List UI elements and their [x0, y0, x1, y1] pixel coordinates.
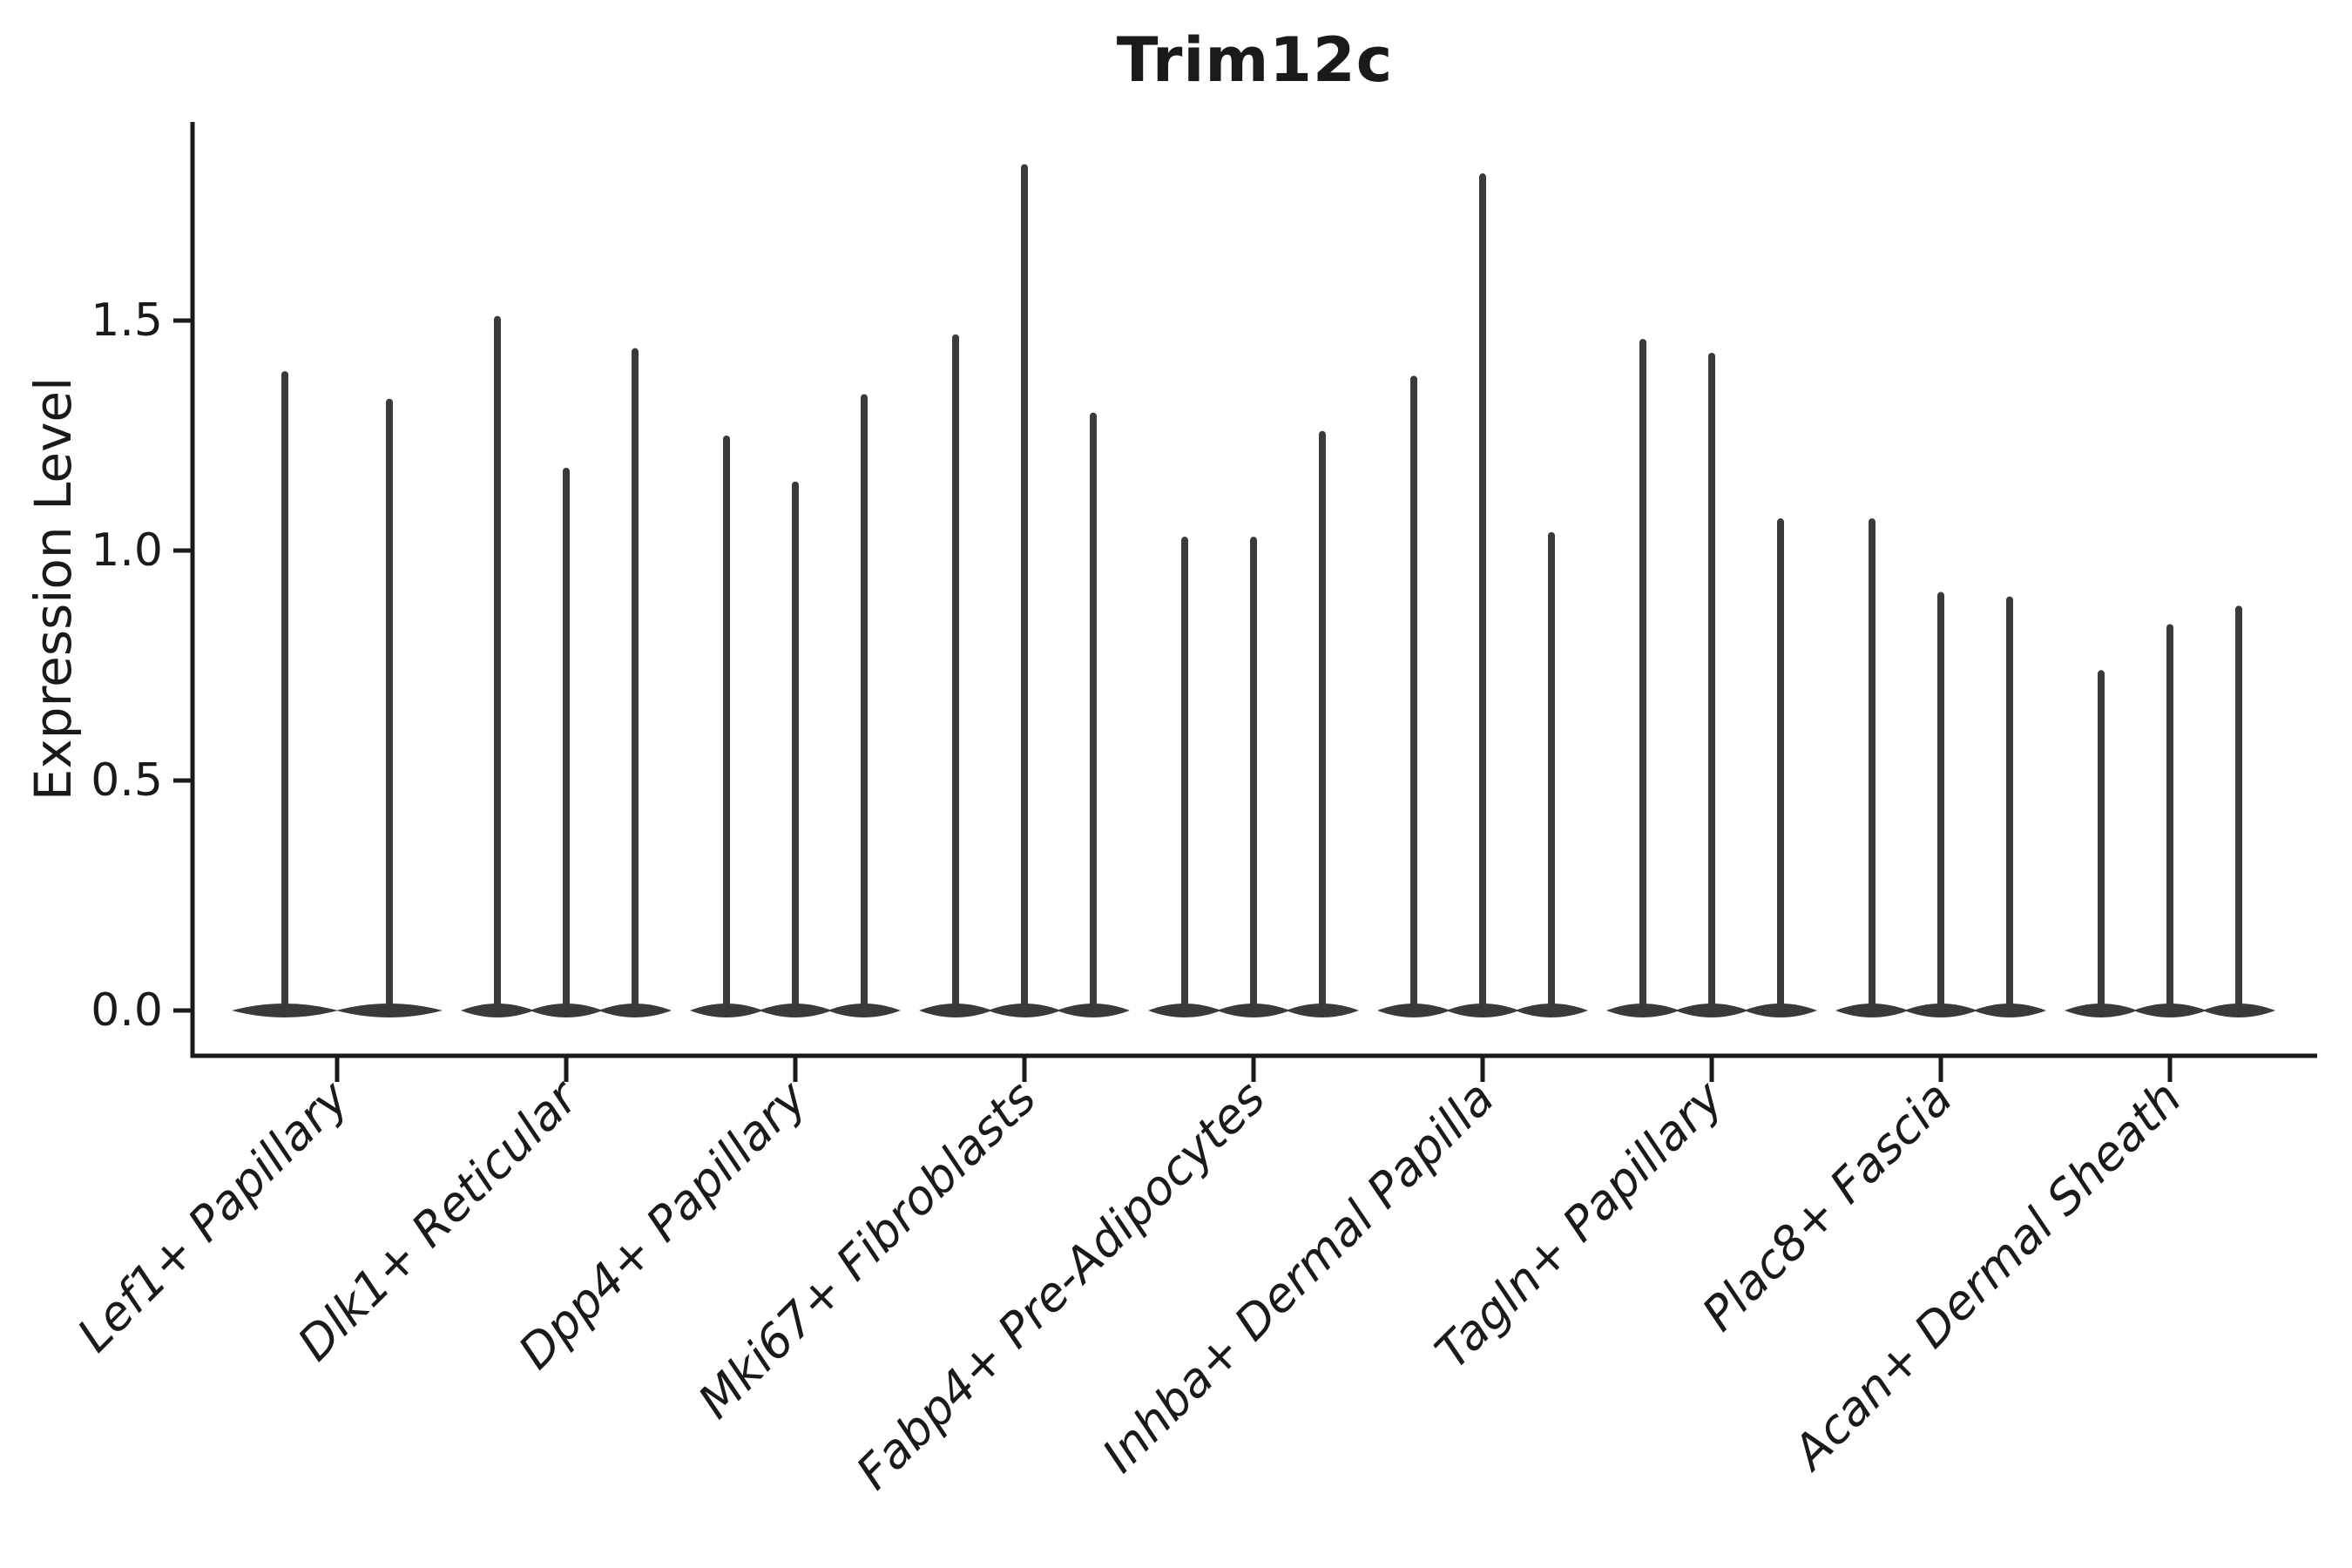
- violin-base: [2202, 1004, 2275, 1017]
- x-tick-label: Inhba+ Dermal Papilla: [1092, 1071, 1504, 1484]
- violin-base: [1973, 1004, 2046, 1017]
- violin-base: [1377, 1004, 1450, 1017]
- violin-base: [1446, 1004, 1519, 1017]
- violin-base: [1217, 1004, 1290, 1017]
- violin-base: [2065, 1004, 2138, 1017]
- violin-base: [232, 1004, 338, 1017]
- violin-base: [336, 1004, 443, 1017]
- violin-group-4: [919, 164, 1130, 1017]
- violin-base: [1904, 1004, 1977, 1017]
- violin-base: [1835, 1004, 1909, 1017]
- violin-group-5: [1148, 430, 1359, 1017]
- violin-group-1: [232, 371, 443, 1017]
- violin-base: [919, 1004, 992, 1017]
- y-tick-label: 1.5: [91, 294, 163, 347]
- violin-group-2: [461, 315, 672, 1017]
- violin-base: [1286, 1004, 1359, 1017]
- violin-base: [2133, 1004, 2207, 1017]
- violin-base: [1148, 1004, 1221, 1017]
- violin-base: [1744, 1004, 1817, 1017]
- violin-group-3: [690, 394, 901, 1017]
- violin-base: [1057, 1004, 1130, 1017]
- violin-base: [461, 1004, 534, 1017]
- violin-group-8: [1835, 518, 2046, 1017]
- x-tick-label: Acan+ Dermal Sheath: [1781, 1071, 2192, 1482]
- violin-base: [988, 1004, 1061, 1017]
- y-tick-label: 0.5: [91, 754, 163, 807]
- chart-title: Trim12c: [1116, 24, 1394, 96]
- y-tick-label: 1.0: [91, 524, 163, 577]
- y-tick-label: 0.0: [91, 984, 163, 1037]
- violin-base: [598, 1004, 672, 1017]
- violin-group-6: [1377, 173, 1588, 1017]
- violin-group-9: [2065, 605, 2275, 1017]
- violin-base: [530, 1004, 603, 1017]
- violin-base: [1675, 1004, 1748, 1017]
- violin-base: [1515, 1004, 1588, 1017]
- x-tick-label: Fabp4+ Pre-Adipocytes: [846, 1071, 1275, 1500]
- violin-group-7: [1606, 339, 1817, 1017]
- violin-base: [828, 1004, 901, 1017]
- violin-base: [759, 1004, 832, 1017]
- violin-base: [690, 1004, 763, 1017]
- violin-base: [1606, 1004, 1680, 1017]
